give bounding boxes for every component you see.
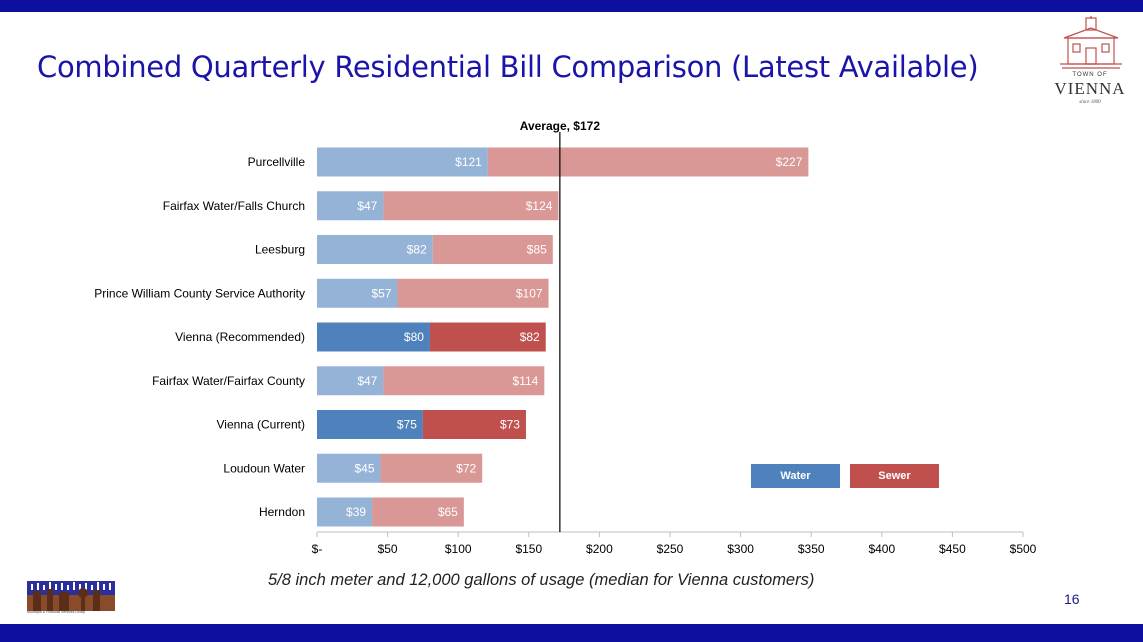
category-label: Vienna (Recommended) (175, 330, 305, 344)
logo-name: VIENNA (1054, 79, 1126, 98)
water-bar (317, 278, 398, 308)
water-value-label: $39 (346, 505, 366, 519)
sewer-value-label: $73 (500, 418, 520, 432)
x-tick-label: $250 (657, 542, 684, 556)
sewer-bar (422, 410, 526, 439)
water-bar (317, 235, 433, 264)
x-tick-label: $200 (586, 542, 613, 556)
water-bar (317, 147, 488, 177)
sewer-bar (380, 453, 483, 483)
x-tick-label: $300 (727, 542, 754, 556)
category-label: Leesburg (255, 243, 305, 257)
page-number: 16 (1064, 591, 1080, 607)
water-value-label: $75 (397, 418, 417, 432)
x-tick-label: $50 (378, 542, 398, 556)
category-label: Herndon (259, 505, 305, 519)
sewer-bar (372, 497, 464, 527)
sewer-value-label: $72 (456, 461, 476, 475)
average-label: Average, $172 (520, 119, 601, 133)
sewer-value-label: $82 (520, 330, 540, 344)
water-bar (317, 410, 423, 439)
sewer-value-label: $85 (527, 243, 547, 257)
category-label: Purcellville (248, 155, 306, 169)
x-tick-label: $350 (798, 542, 825, 556)
category-label: Vienna (Current) (217, 418, 306, 432)
sewer-bar (383, 366, 545, 396)
water-value-label: $47 (357, 199, 377, 213)
water-value-label: $80 (404, 330, 424, 344)
sewer-value-label: $107 (516, 286, 543, 300)
sewer-value-label: $227 (776, 155, 803, 169)
legend-sewer: Sewer (850, 464, 939, 488)
bill-comparison-chart: Purcellville $121 $227 Fairfax Water/Falls … (94, 119, 1037, 556)
sewer-bar (397, 278, 549, 308)
water-value-label: $121 (455, 155, 482, 169)
mfsg-logo: Municipal & Financial Services Group (27, 581, 115, 617)
category-label: Prince William County Service Authority (94, 286, 305, 300)
x-tick-label: $100 (445, 542, 472, 556)
sewer-value-label: $114 (513, 374, 539, 388)
water-value-label: $82 (407, 243, 427, 257)
sewer-value-label: $65 (438, 505, 458, 519)
water-bar (317, 453, 381, 483)
sewer-bar (432, 235, 553, 264)
water-value-label: $45 (355, 461, 375, 475)
water-bar (317, 191, 384, 221)
x-tick-label: $150 (515, 542, 542, 556)
sewer-bar (429, 322, 546, 352)
sewer-value-label: $124 (526, 199, 553, 213)
top-banner (0, 0, 1143, 12)
category-label: Fairfax Water/Falls Church (163, 199, 305, 213)
bottom-banner (0, 624, 1143, 642)
x-tick-label: $400 (868, 542, 895, 556)
skyline-icon (27, 581, 115, 611)
x-tick-label: $500 (1010, 542, 1037, 556)
slide-title: Combined Quarterly Residential Bill Comp… (37, 50, 979, 84)
x-tick-label: $- (312, 542, 323, 556)
water-bar (317, 322, 430, 352)
category-label: Fairfax Water/Fairfax County (152, 374, 305, 388)
water-bar (317, 366, 384, 396)
chart-caption: 5/8 inch meter and 12,000 gallons of usa… (268, 571, 815, 589)
water-value-label: $57 (371, 286, 391, 300)
logo-town-of: TOWN OF (1072, 72, 1108, 78)
sewer-bar (487, 147, 809, 177)
category-label: Loudoun Water (223, 461, 305, 475)
water-value-label: $47 (357, 374, 377, 388)
x-tick-label: $450 (939, 542, 966, 556)
sewer-bar (383, 191, 559, 221)
logo-since: since 1890 (1079, 100, 1101, 105)
mfsg-logo-text: Municipal & Financial Services Group (27, 610, 86, 614)
vienna-logo: TOWN OF VIENNA since 1890 (1046, 16, 1136, 108)
legend-water: Water (751, 464, 840, 488)
water-bar (317, 497, 373, 527)
town-hall-icon (1060, 16, 1122, 69)
